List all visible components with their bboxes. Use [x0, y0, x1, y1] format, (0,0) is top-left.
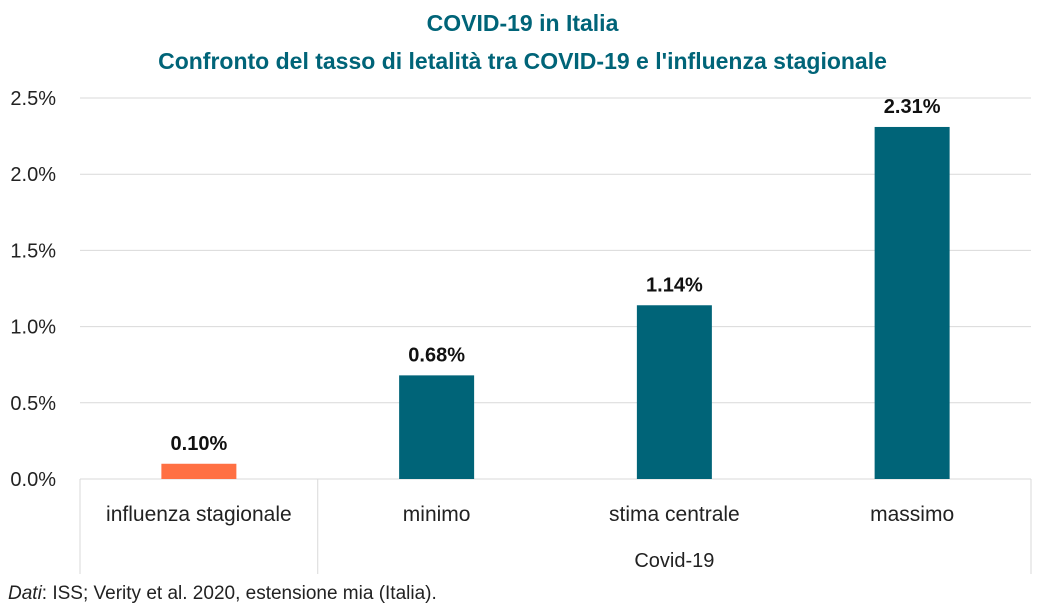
y-tick-label: 0.0% — [10, 469, 56, 491]
x-tick-label: influenza stagionale — [106, 503, 292, 526]
data-label: 0.68% — [408, 344, 465, 366]
x-tick-label: stima centrale — [609, 503, 740, 526]
y-tick-label: 1.5% — [10, 240, 56, 262]
bar — [874, 126, 950, 480]
data-label: 0.10% — [171, 433, 228, 455]
group-label: Covid-19 — [634, 550, 714, 572]
chart-title: COVID-19 in Italia — [426, 10, 619, 36]
x-tick-label: minimo — [403, 503, 471, 526]
y-tick-label: 2.0% — [10, 164, 56, 186]
bar — [636, 305, 712, 479]
bar — [161, 463, 237, 479]
source-prefix: Dati — [8, 583, 42, 604]
data-label: 1.14% — [646, 274, 703, 296]
chart-subtitle: Confronto del tasso di letalità tra COVI… — [158, 48, 887, 74]
y-tick-label: 2.5% — [10, 88, 56, 110]
source-note: Dati: ISS; Verity et al. 2020, estension… — [8, 583, 437, 605]
bar — [399, 375, 475, 479]
source-text: : ISS; Verity et al. 2020, estensione mi… — [41, 583, 437, 604]
y-tick-label: 0.5% — [10, 393, 56, 415]
data-label: 2.31% — [884, 96, 941, 118]
x-tick-label: massimo — [870, 503, 954, 526]
y-tick-label: 1.0% — [10, 317, 56, 339]
